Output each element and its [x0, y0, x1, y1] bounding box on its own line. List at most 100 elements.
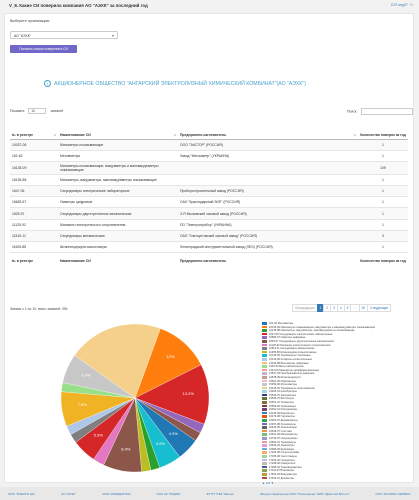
legend-item[interactable]: 16420-05 Анализаторы	[262, 426, 402, 430]
user-menu[interactable]: СУЗ seg07 ⚇	[391, 3, 413, 7]
cell-name[interactable]: Штангенциркули-высотомеры	[58, 241, 178, 254]
footer-link[interactable]: ФГУП "ГФЗ "Мелен"	[206, 491, 235, 496]
legend-item[interactable]: 11519-11 Секундомеры механические	[262, 347, 402, 351]
cell-register[interactable]: 1825-97	[10, 207, 58, 220]
cell-register[interactable]: 16135-88	[10, 174, 58, 187]
legend-item[interactable]: 17355-94 Трансформаторы	[262, 466, 402, 470]
legend-item[interactable]: 17500-04 Вакуумметры	[262, 473, 402, 477]
user-icon[interactable]: ⚇	[409, 3, 413, 7]
legend-item[interactable]: 17155-99 Частотомеры	[262, 455, 402, 459]
legend-item[interactable]: 16135-09 Манометры показывающие, вакуумм…	[262, 326, 402, 330]
legend-item[interactable]: 1344-05 Манометры дифференциальные	[262, 369, 402, 373]
cell-name[interactable]: Манометры показывающие	[58, 139, 178, 151]
footer: ООО "ОЭКОГО НЕ" АО "КОЭГ" ООО СПИЕДИКТИО ОА…	[0, 487, 419, 500]
legend-item[interactable]: 1344-93 Весы лабораторные	[262, 365, 402, 369]
legend-label: 16683-67 Омметры цифровые	[269, 336, 306, 340]
legend-item[interactable]: 16683-67 Омметры цифровые	[262, 336, 402, 340]
legend-item[interactable]: 15545-07 Ваттметры	[262, 397, 402, 401]
cell-name[interactable]: Манометры, вакуумметры, мановакуумметры …	[58, 174, 178, 187]
search-input[interactable]	[361, 108, 414, 115]
footer-link[interactable]: ОАО АК "РОДИК"	[156, 491, 181, 496]
pagination-prev-button[interactable]: Предыдущая	[292, 304, 318, 312]
legend-item[interactable]: 16621-09 Мегаомметры	[262, 433, 402, 437]
legend-item[interactable]: 11125-92 Магазины электрического сопроти…	[262, 344, 402, 348]
cell-name[interactable]: Секундомеры механические	[58, 230, 178, 243]
legend-item[interactable]: 16135-88 Манометры, вакуумметры, мановак…	[262, 329, 402, 333]
org-select[interactable]: АО "АЭХК" ▾	[10, 31, 118, 39]
page-title: V_8. Какие СИ поверила компания АО "АЭХК…	[9, 3, 148, 8]
cell-name[interactable]: Секундомеры электрические лабораторные	[58, 185, 178, 198]
legend-item[interactable]: 1647-06 Секундомеры электрические лабора…	[262, 333, 402, 337]
legend-label: 15516-97 Амперметры	[269, 393, 297, 397]
legend-item[interactable]: 16367-98 Хронометры	[262, 423, 402, 427]
cell-name[interactable]: Секундомеры двухстрелочные механические	[58, 207, 178, 220]
sort-icon: ⇅	[173, 132, 176, 137]
footer-link[interactable]: ООО "ЕОЛИКА СЕРВИС"	[375, 491, 411, 496]
pie-slice[interactable]	[134, 364, 210, 425]
legend-item[interactable]: 15001-05 Микрометры	[262, 380, 402, 384]
cell-name[interactable]: Мегомметры	[58, 150, 178, 162]
footer-link[interactable]: ООО "ОЭКОГО НЕ"	[8, 491, 36, 496]
legend-item[interactable]: 1825-97 Секундомеры двухстрелочные механ…	[262, 340, 402, 344]
cell-name[interactable]: Манометры показывающие, вакуумметры и ма…	[58, 161, 178, 175]
footer-link[interactable]: АО "КОЭГ"	[61, 491, 77, 496]
legend-item[interactable]: 15345-92 Термометры сопротивления	[262, 387, 402, 391]
legend-item[interactable]: 17299-06 Измерители	[262, 462, 402, 466]
legend-item[interactable]: 16135-95 Термометры стеклянные	[262, 354, 402, 358]
legend-item[interactable]: 13547-94 Преобразователи давления	[262, 372, 402, 376]
table-row: 1647-06 Секундомеры электрические лаборат…	[10, 185, 408, 198]
legend-item[interactable]: 13578-99 Штангенциркули	[262, 376, 402, 380]
legend-item[interactable]: 17610-10 Дозиметры	[262, 477, 402, 481]
legend-item[interactable]: 15516-97 Амперметры	[262, 394, 402, 398]
cell-name[interactable]: Магазины электрического сопротивления	[58, 219, 178, 231]
col-footer-manufacturer: Предприятие-изготовитель	[178, 252, 358, 270]
legend-swatch	[262, 332, 267, 336]
cell-register[interactable]: 16135-09	[10, 161, 58, 175]
legend-item[interactable]: 16001-01 Расходомеры	[262, 408, 402, 412]
footer-link[interactable]: Фицзао Самрэнинзи ООО "Респониене" НРМ "…	[260, 491, 350, 496]
legend-item[interactable]: 16518-07 Счётчики	[262, 430, 402, 434]
col-header-name[interactable]: Наименование СИ ⇅	[58, 122, 178, 140]
legend-item[interactable]: 16730-97 Секундомеры	[262, 437, 402, 441]
pagination-next-button[interactable]: Следующая	[367, 304, 391, 312]
legend-label: 17411-97 Влагомеры	[269, 469, 295, 473]
cell-register[interactable]: 1647-06	[10, 185, 58, 198]
legend-item[interactable]: 13043-88 Вольтметры цифровые	[262, 362, 402, 366]
legend-item[interactable]: 15551-01 Тахометры	[262, 401, 402, 405]
legend-item[interactable]: 161-62 Мегомметры	[262, 322, 402, 326]
footer-link[interactable]: ООО СПИЕДИКТИО	[102, 491, 131, 496]
col-header-manufacturer[interactable]: Предприятие-изготовитель ⇅	[178, 122, 358, 140]
legend-label: 17024-08 Осциллографы	[269, 451, 300, 455]
cell-register[interactable]: 11125-92	[10, 219, 58, 231]
legend-item[interactable]: 16910-03 Люксметры	[262, 444, 402, 448]
legend-item[interactable]: 16173-08 Гигрометры	[262, 415, 402, 419]
col-header-register[interactable]: № в реестре ⇅	[10, 122, 58, 140]
legend-item[interactable]: 11605-88 Штангенциркули-высотомеры	[262, 351, 402, 355]
cell-register[interactable]: 16683-67	[10, 196, 58, 209]
legend-item[interactable]: 17024-08 Осциллографы	[262, 451, 402, 455]
legend-item[interactable]: 16281-97 Динамометры	[262, 419, 402, 423]
legend-pager[interactable]: ▲ 1/6 ▼	[262, 481, 274, 486]
cell-register[interactable]: 161-62	[10, 150, 58, 162]
user-label[interactable]: СУЗ seg07	[390, 3, 408, 7]
col-header-count[interactable]: Количество поверок за год	[358, 122, 408, 140]
legend-item[interactable]: 16135-99 Барометры	[262, 412, 402, 416]
cell-register[interactable]: 10037-08	[10, 139, 58, 151]
cell-register[interactable]: 11519-11	[10, 230, 58, 243]
cell-register[interactable]: 11605-88	[10, 241, 58, 254]
legend-item[interactable]: 15250-96 Мультиметры	[262, 383, 402, 387]
legend-item[interactable]: 15560-96 Уровнемеры	[262, 405, 402, 409]
legend-item[interactable]: 17411-97 Влагомеры	[262, 469, 402, 473]
table-row: 16683-67 Омметры цифровые ОАО "Краснодарск…	[10, 196, 408, 209]
legend-item[interactable]: 15465-01 Калибраторы	[262, 390, 402, 394]
show-verified-list-button[interactable]: Показать список поверенных СИ	[10, 45, 77, 53]
legend-label: 12143-96 Аппараты испытательные	[269, 357, 312, 361]
legend-label: 13547-94 Преобразователи давления	[269, 372, 315, 376]
legend-item[interactable]: 16999-05 Шумомеры	[262, 448, 402, 452]
cell-name[interactable]: Омметры цифровые	[58, 196, 178, 209]
legend-item[interactable]: 16844-01 Термометры	[262, 441, 402, 445]
legend-item[interactable]: 17203-02 Генераторы	[262, 459, 402, 463]
page-length-select[interactable]: 10	[28, 108, 47, 114]
legend-item[interactable]: 12143-96 Аппараты испытательные	[262, 358, 402, 362]
pie-slice[interactable]	[74, 323, 161, 399]
